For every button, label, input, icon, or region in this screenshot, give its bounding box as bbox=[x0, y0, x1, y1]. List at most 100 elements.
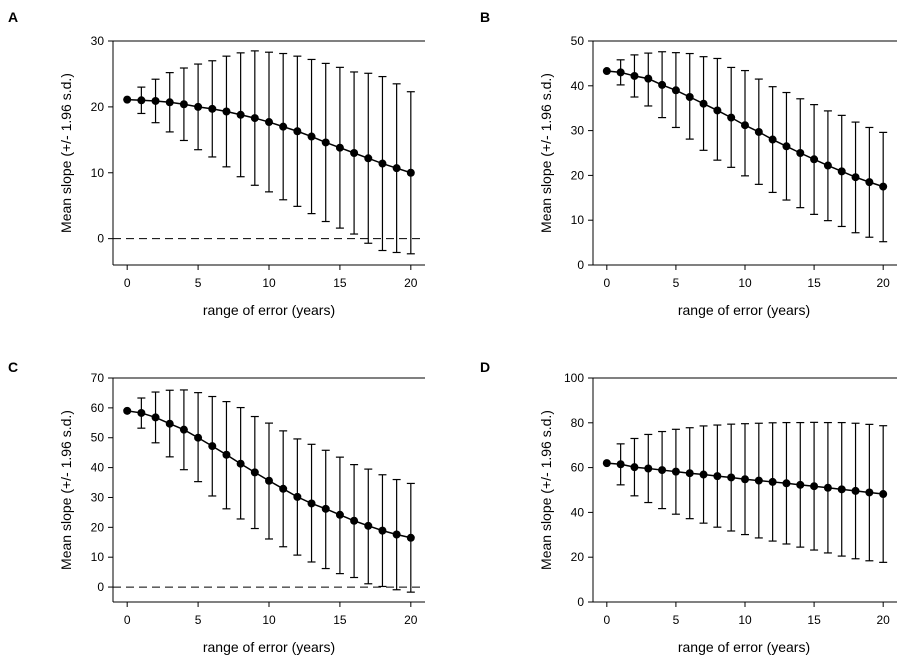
y-tick-label: 10 bbox=[91, 550, 105, 564]
x-tick-label: 0 bbox=[124, 613, 131, 627]
data-point bbox=[810, 155, 819, 164]
y-tick-label: 20 bbox=[91, 520, 105, 534]
data-point bbox=[630, 71, 639, 80]
data-point bbox=[616, 460, 625, 469]
data-point bbox=[823, 483, 832, 492]
data-point bbox=[321, 138, 330, 147]
data-point bbox=[671, 86, 680, 95]
x-tick-label: 20 bbox=[404, 613, 418, 627]
x-tick-label: 0 bbox=[603, 613, 610, 627]
y-axis-label: Mean slope (+/- 1.96 s.d.) bbox=[538, 410, 554, 570]
y-axis-label: Mean slope (+/- 1.96 s.d.) bbox=[58, 410, 74, 570]
y-tick-label: 20 bbox=[571, 168, 585, 182]
x-axis-label: range of error (years) bbox=[678, 302, 810, 318]
data-point bbox=[137, 408, 146, 417]
y-tick-label: 50 bbox=[91, 431, 105, 445]
data-point bbox=[754, 476, 763, 485]
data-point bbox=[727, 473, 736, 482]
data-point bbox=[685, 93, 694, 101]
data-point bbox=[151, 96, 160, 105]
x-tick-label: 20 bbox=[404, 276, 418, 290]
x-tick-label: 15 bbox=[807, 276, 821, 290]
data-point bbox=[699, 99, 708, 108]
y-tick-label: 60 bbox=[91, 401, 105, 415]
data-point bbox=[222, 450, 231, 459]
panel-a: A 0 10 20 30 0 5 10 15 20 range of error (years) Me… bbox=[8, 9, 425, 318]
x-tick-label: 5 bbox=[673, 276, 680, 290]
data-point bbox=[165, 98, 174, 107]
data-point bbox=[350, 516, 359, 525]
x-tick-label: 15 bbox=[807, 613, 821, 627]
y-tick-label: 20 bbox=[91, 100, 105, 114]
panel-letter: D bbox=[480, 359, 490, 375]
data-point bbox=[208, 104, 217, 113]
y-tick-label: 40 bbox=[571, 79, 585, 93]
panel-c: C 0 10 20 30 40 50 60 70 0 5 10 15 20 range of error (… bbox=[8, 359, 425, 655]
data-point bbox=[796, 149, 805, 157]
data-point bbox=[851, 173, 860, 182]
data-point bbox=[879, 490, 888, 499]
data-point bbox=[179, 100, 188, 109]
x-tick-label: 10 bbox=[738, 613, 752, 627]
data-point bbox=[658, 80, 667, 89]
y-tick-label: 20 bbox=[571, 550, 585, 564]
x-tick-label: 10 bbox=[738, 276, 752, 290]
data-point bbox=[123, 95, 132, 104]
x-tick-label: 5 bbox=[195, 276, 202, 290]
data-point bbox=[364, 154, 373, 163]
data-point bbox=[194, 433, 203, 442]
data-point bbox=[378, 526, 387, 535]
data-point bbox=[699, 470, 708, 479]
data-point bbox=[602, 67, 611, 76]
y-tick-label: 10 bbox=[91, 166, 105, 180]
data-point bbox=[644, 74, 653, 83]
data-point bbox=[865, 488, 874, 497]
y-tick-label: 30 bbox=[91, 34, 105, 48]
y-axis-label: Mean slope (+/- 1.96 s.d.) bbox=[58, 73, 74, 233]
data-point bbox=[644, 464, 653, 473]
x-tick-label: 10 bbox=[262, 276, 276, 290]
panel-letter: B bbox=[480, 9, 490, 25]
data-point bbox=[616, 68, 625, 77]
data-point bbox=[782, 142, 791, 151]
y-tick-label: 0 bbox=[97, 580, 104, 594]
data-point bbox=[151, 413, 160, 422]
data-point bbox=[265, 476, 273, 485]
data-point bbox=[123, 406, 132, 415]
y-tick-label: 50 bbox=[571, 34, 585, 48]
data-point bbox=[406, 533, 415, 542]
x-axis-label: range of error (years) bbox=[678, 639, 810, 655]
data-point bbox=[307, 499, 316, 508]
data-point bbox=[837, 167, 846, 176]
y-tick-label: 0 bbox=[577, 258, 584, 272]
panel-letter: A bbox=[8, 9, 18, 25]
data-point bbox=[741, 121, 749, 130]
data-point bbox=[350, 149, 359, 157]
panel-b: B 0 10 20 30 40 50 0 5 10 15 20 range of error (year… bbox=[480, 9, 897, 318]
data-point bbox=[222, 107, 231, 116]
data-point bbox=[406, 168, 415, 177]
data-point bbox=[265, 118, 273, 127]
data-point bbox=[179, 425, 188, 434]
data-point bbox=[741, 475, 749, 484]
y-axis-label: Mean slope (+/- 1.96 s.d.) bbox=[538, 73, 554, 233]
data-point bbox=[137, 96, 146, 105]
data-point bbox=[782, 479, 791, 488]
data-point bbox=[250, 468, 259, 477]
data-point bbox=[335, 143, 344, 152]
data-point bbox=[293, 492, 302, 501]
y-tick-label: 10 bbox=[571, 213, 585, 227]
data-point bbox=[194, 102, 203, 111]
data-point bbox=[208, 442, 217, 451]
panel-letter: C bbox=[8, 359, 18, 375]
panel-d: D 0 20 40 60 80 100 0 5 10 15 20 range of error (yea… bbox=[480, 359, 897, 655]
data-point bbox=[293, 127, 302, 136]
x-tick-label: 0 bbox=[124, 276, 131, 290]
data-point bbox=[768, 477, 777, 486]
data-point bbox=[630, 463, 639, 472]
data-point bbox=[810, 482, 819, 491]
x-axis-label: range of error (years) bbox=[203, 639, 335, 655]
y-tick-label: 30 bbox=[571, 124, 585, 138]
data-point bbox=[768, 135, 777, 144]
